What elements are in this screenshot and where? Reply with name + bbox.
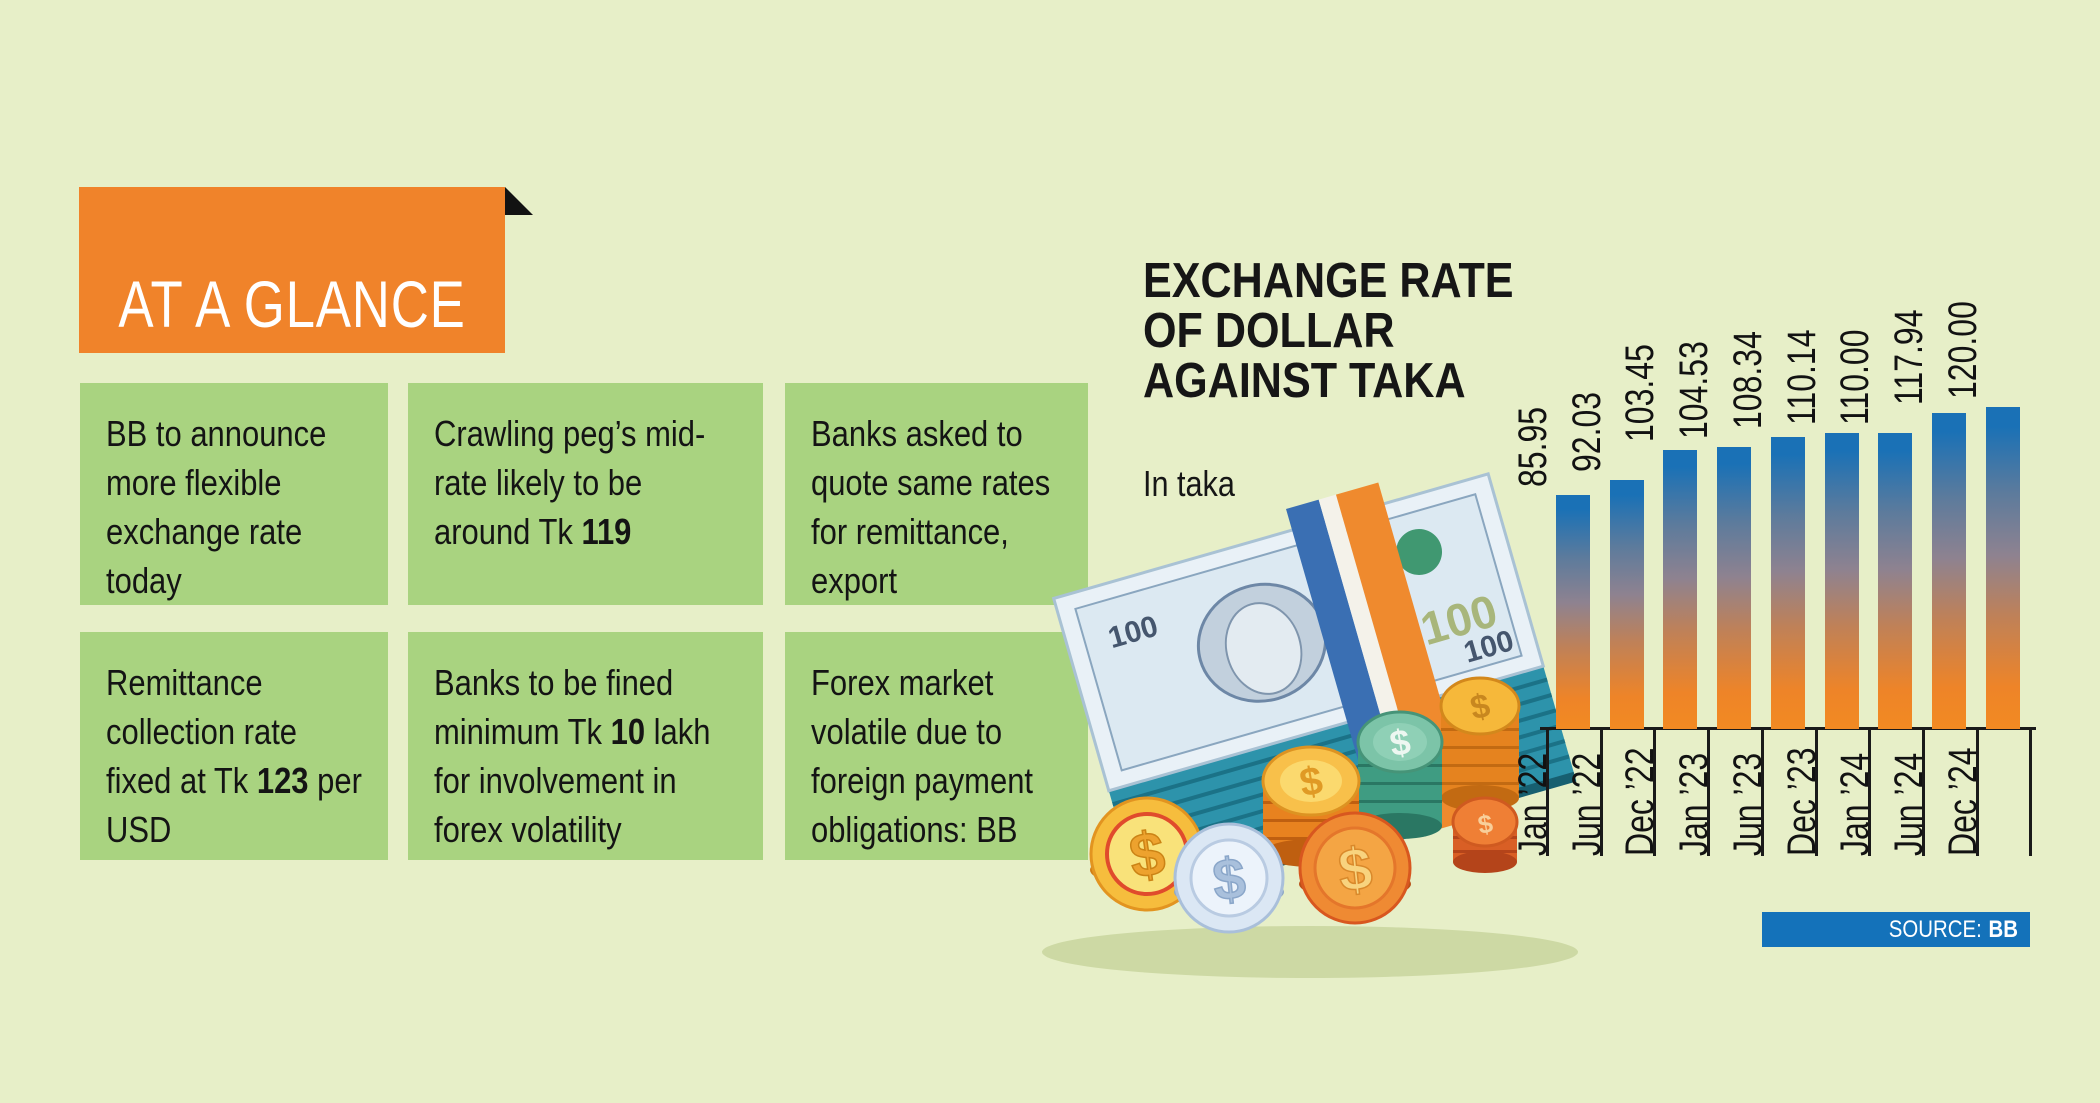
chart-title-line: AGAINST TAKA: [1143, 354, 1466, 408]
chart-title-line: EXCHANGE RATE: [1143, 254, 1514, 308]
bar: [1985, 407, 2020, 729]
money-illustration: 100 100 100 $ $: [1042, 472, 1578, 978]
glance-box-5: Banks to be fined minimum Tk 10 lakh for…: [408, 632, 763, 860]
x-axis-label: Jun ’22: [1564, 752, 1609, 856]
bar-value-label: 92.03: [1564, 391, 1609, 472]
chart-title-line: OF DOLLAR: [1143, 304, 1395, 358]
bar: [1663, 450, 1698, 729]
bar: [1931, 413, 1966, 729]
x-axis-label: Jan ’24: [1833, 752, 1878, 856]
bar: [1824, 433, 1859, 729]
svg-text:$: $: [1476, 808, 1496, 840]
x-axis-label: Dec ’23: [1779, 747, 1824, 857]
bar-value-label: 110.00: [1833, 329, 1878, 426]
axis-separator: [1814, 729, 1818, 856]
x-axis-label: Dec ’24: [1940, 747, 1985, 857]
ground-shadow: [1042, 926, 1578, 978]
chart-title: EXCHANGE RATE OF DOLLAR AGAINST TAKA: [1143, 256, 1564, 406]
svg-text:$: $: [1335, 834, 1375, 904]
bar-value-label: 108.34: [1725, 331, 1770, 429]
bar: [1556, 495, 1590, 729]
bar-value-label: 117.94: [1886, 309, 1931, 406]
x-axis-label: Jan ’23: [1672, 752, 1717, 856]
x-axis-label: Jun ’24: [1886, 752, 1931, 856]
bar-value-label: 103.45: [1618, 344, 1663, 442]
source-value: BB: [1988, 915, 2018, 943]
bar: [1878, 433, 1913, 729]
coin-silver-icon: $: [1173, 822, 1285, 934]
folded-corner-icon: [505, 187, 533, 215]
bar-value-label: 120.00: [1940, 301, 1985, 399]
axis-separator: [1975, 729, 1979, 856]
bar: [1717, 447, 1752, 729]
axis-separator: [1653, 729, 1657, 856]
glance-text: Remittance collection rate fixed at Tk 1…: [106, 662, 362, 850]
glance-text: Banks to be fined minimum Tk 10 lakh for…: [434, 662, 711, 850]
bar-value-label: 110.14: [1779, 329, 1824, 426]
x-axis-label: Jan ’22: [1511, 752, 1555, 856]
glance-text: Forex market volatile due to foreign pay…: [811, 662, 1034, 850]
x-axis-label: Dec ’22: [1618, 747, 1663, 857]
axis-separator: [1599, 729, 1603, 856]
axis-separator: [2029, 729, 2033, 856]
coin-stack-red-small-icon: $: [1451, 796, 1519, 873]
svg-text:$: $: [1210, 845, 1249, 913]
bar-value-label: 85.95: [1511, 406, 1555, 487]
glance-box-1: BB to announce more flexible exchange ra…: [80, 383, 388, 605]
at-a-glance-badge: AT A GLANCE: [79, 187, 505, 353]
axis-separator: [1868, 729, 1872, 856]
glance-text: BB to announce more flexible exchange ra…: [106, 413, 327, 601]
coin-gold-icon: $: [1089, 796, 1205, 912]
glance-box-4: Remittance collection rate fixed at Tk 1…: [80, 632, 388, 860]
coin-stack-gold-tall-icon: $: [1439, 676, 1521, 811]
bar: [1770, 437, 1805, 729]
glance-box-6: Forex market volatile due to foreign pay…: [785, 632, 1088, 860]
source-badge: SOURCE: BB: [1762, 912, 2030, 947]
axis-separator: [1546, 729, 1549, 856]
source-text: SOURCE: BB: [1889, 916, 2018, 944]
bar: [1609, 480, 1644, 729]
coin-orange-icon: $: [1298, 811, 1412, 925]
glance-text: Banks asked to quote same rates for remi…: [811, 413, 1051, 601]
bar-value-label: 104.53: [1672, 341, 1717, 439]
chart-subtitle: In taka: [1143, 463, 1235, 504]
source-label: SOURCE:: [1888, 915, 1982, 943]
glance-text: Crawling peg’s mid-rate likely to be aro…: [434, 413, 706, 552]
axis-separator: [1707, 729, 1711, 856]
badge-title: AT A GLANCE: [118, 267, 466, 341]
coin-stack-green-icon: $: [1356, 710, 1444, 839]
x-axis-label: Jun ’23: [1725, 752, 1770, 856]
glance-box-2: Crawling peg’s mid-rate likely to be aro…: [408, 383, 763, 605]
axis-separator: [1921, 729, 1925, 856]
glance-box-3: Banks asked to quote same rates for remi…: [785, 383, 1088, 605]
axis-separator: [1760, 729, 1764, 856]
